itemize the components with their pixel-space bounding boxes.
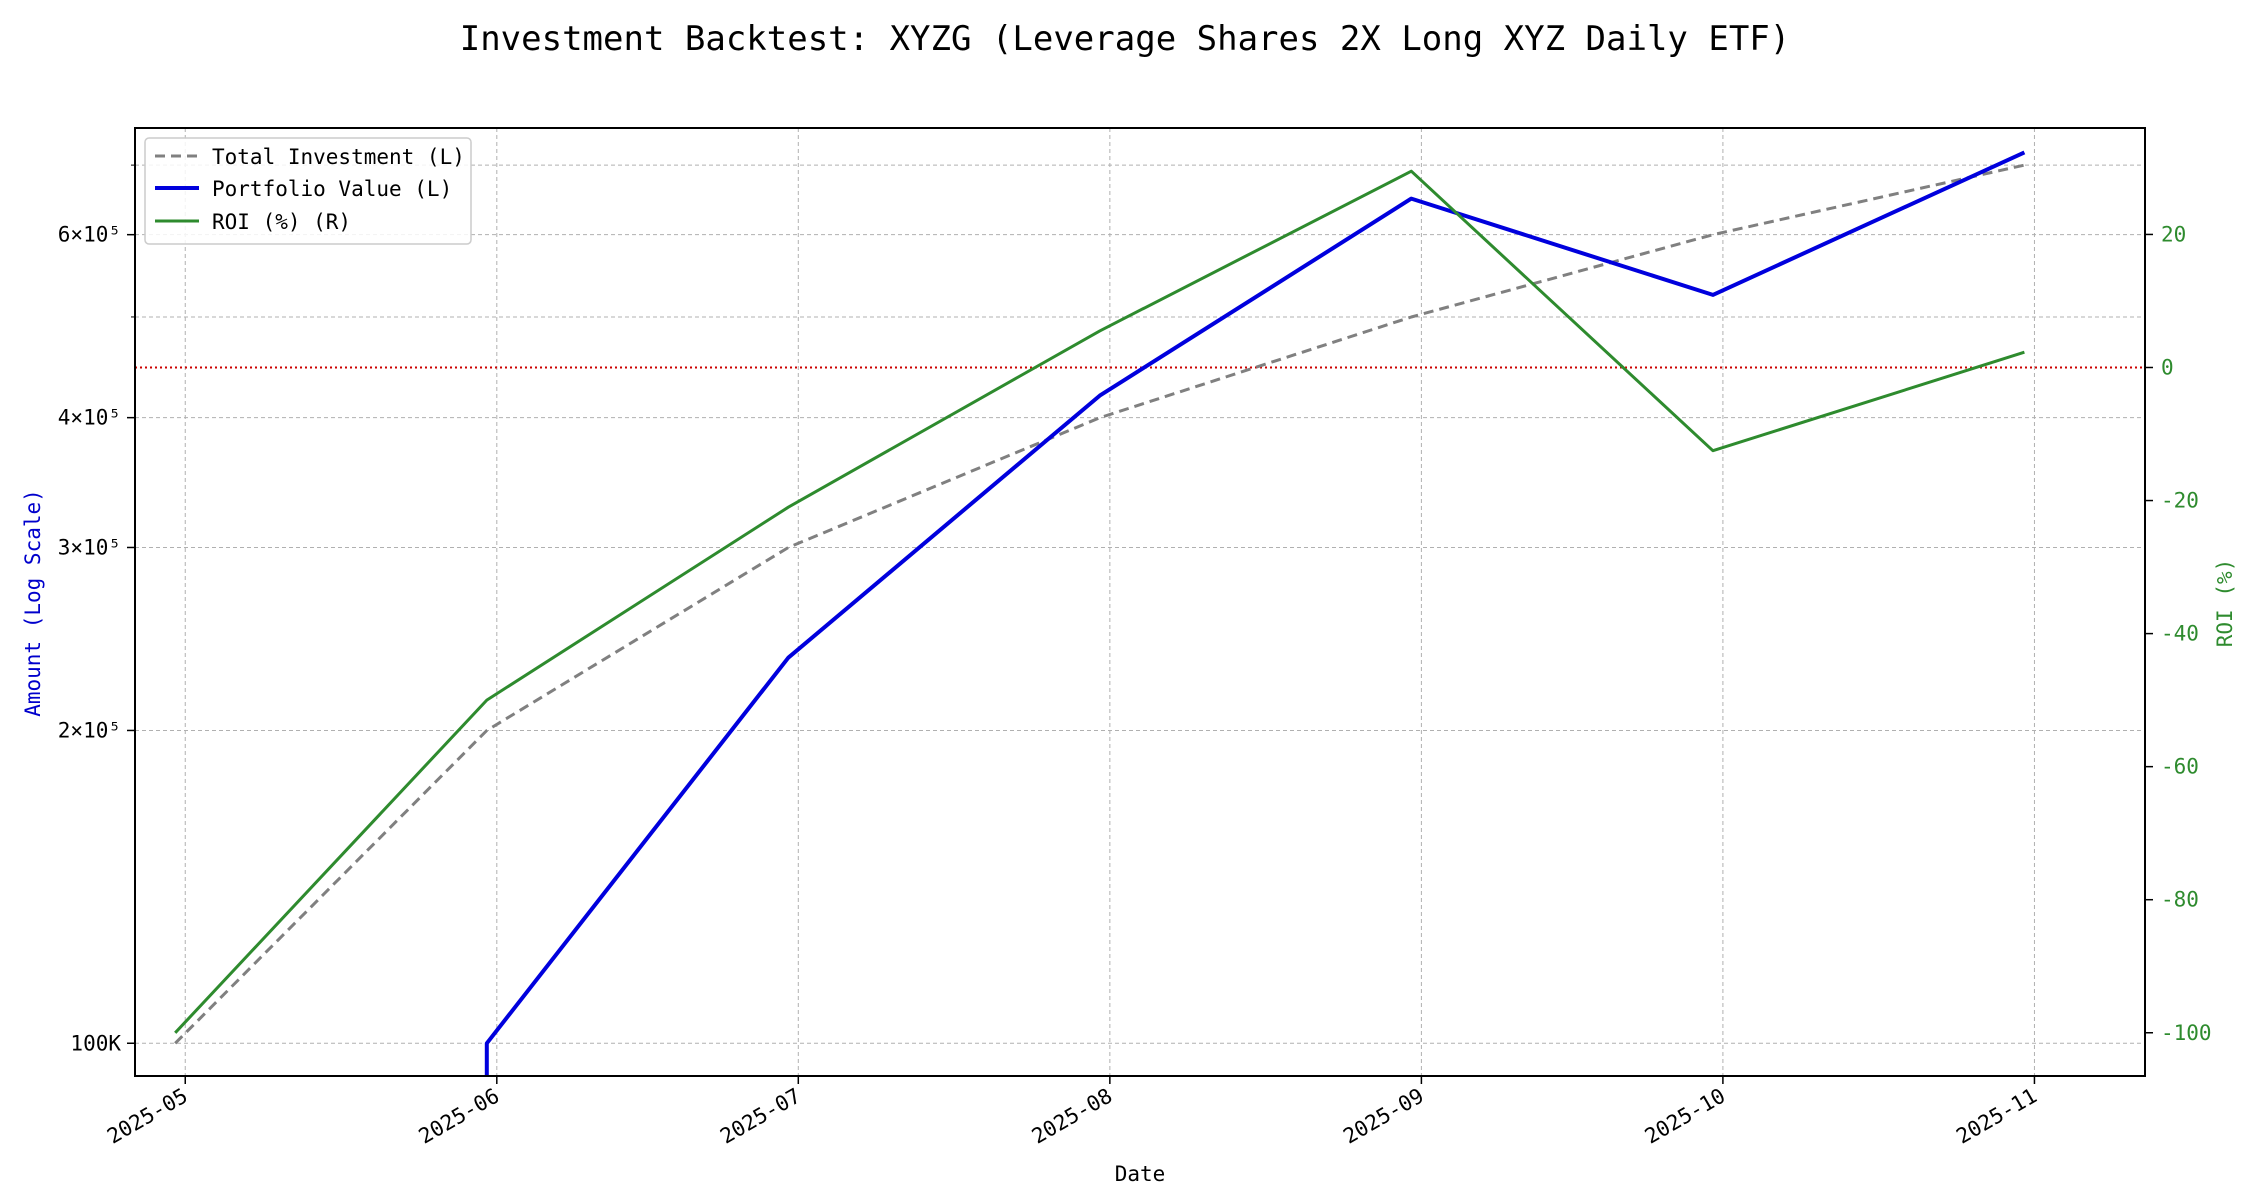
x-tick-label-2025-09: 2025-09 — [1339, 1084, 1428, 1149]
plot-frame — [134, 127, 2146, 1077]
y-left-tick-label-100000: 100K — [70, 1031, 121, 1055]
legend-label-portfolio-value: Portfolio Value (L) — [212, 177, 452, 201]
y-right-tick-label-100: -100 — [2161, 1021, 2212, 1045]
y-right-tick-label-20: 20 — [2161, 222, 2186, 246]
y-right-tick-label-40: -40 — [2161, 622, 2199, 646]
series-layer — [174, 150, 2026, 1076]
y-right-tick-layer: 20 0 -20 -40 -60 -80 -100 — [2145, 222, 2212, 1045]
legend-box — [144, 137, 472, 245]
chart-title: Investment Backtest: XYZG (Leverage Shar… — [460, 19, 1791, 59]
y-right-tick-label-80: -80 — [2161, 888, 2199, 912]
y-left-tick-label-300000: 3×10⁵ — [58, 535, 121, 559]
y-right-axis-label: ROI (%) — [2213, 559, 2237, 648]
x-tick-label-2025-11: 2025-11 — [1952, 1084, 2041, 1149]
x-tick-label-2025-05: 2025-05 — [103, 1084, 192, 1149]
grid-layer — [135, 128, 2145, 1076]
y-left-axis-label: Amount (Log Scale) — [21, 489, 45, 717]
y-left-tick-label-400000: 4×10⁵ — [58, 406, 121, 430]
x-tick-label-2025-07: 2025-07 — [716, 1084, 805, 1149]
y-left-tick-layer: 100K 2×10⁵ 3×10⁵ 4×10⁵ 6×10⁵ — [58, 164, 135, 1055]
x-axis-label: Date — [1115, 1162, 1166, 1186]
series-line-portfolio-value-l — [484, 150, 2026, 1076]
legend-label-total-investment: Total Investment (L) — [212, 145, 465, 169]
series-line-roi-r — [174, 169, 2025, 1034]
y-right-tick-label-60: -60 — [2161, 755, 2199, 779]
x-tick-label-2025-06: 2025-06 — [415, 1084, 504, 1149]
legend-label-roi: ROI (%) (R) — [212, 210, 351, 234]
y-left-tick-label-600000: 6×10⁵ — [58, 223, 121, 247]
y-right-tick-label-0: 0 — [2161, 355, 2174, 379]
x-tick-layer: 2025-05 2025-06 2025-07 2025-08 2025-09 2025-… — [103, 1076, 2041, 1149]
series-line-total-investment-l — [174, 163, 2025, 1045]
legend: Total Investment (L) Portfolio Value (L)… — [144, 137, 472, 245]
y-left-tick-label-200000: 2×10⁵ — [58, 718, 121, 742]
x-tick-label-2025-10: 2025-10 — [1641, 1084, 1730, 1149]
y-right-tick-label-20: -20 — [2161, 489, 2199, 513]
x-tick-label-2025-08: 2025-08 — [1028, 1084, 1117, 1149]
